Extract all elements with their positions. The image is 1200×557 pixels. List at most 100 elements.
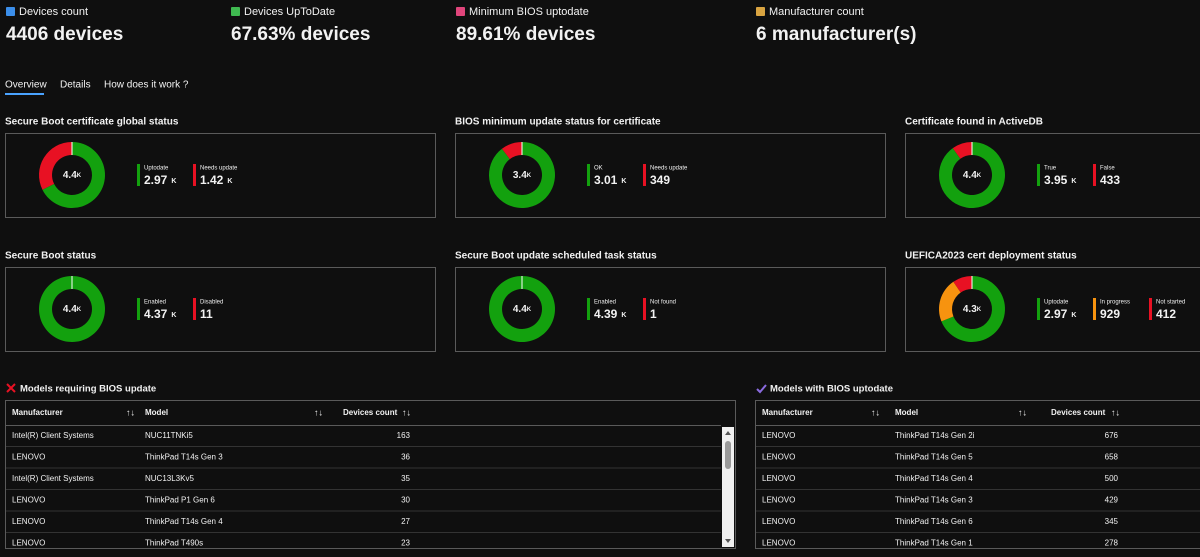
legend-value: 4.37 K [144,307,176,321]
card-title: Secure Boot certificate global status [5,117,179,128]
legend-name: Needs update [650,166,688,172]
card-frame [455,133,886,218]
kpi-value: 4406 devices [6,24,123,45]
donut-center-value: 4.4 [963,170,977,181]
legend-value-number: 929 [1100,307,1120,321]
tab[interactable]: Details [60,80,91,91]
kpi-value: 67.63% devices [231,24,370,45]
legend-value-unit: K [1071,312,1076,319]
card-title: BIOS minimum update status for certifica… [455,117,661,128]
legend-value-number: 349 [650,173,670,187]
kpi-title: Devices count [19,6,88,18]
legend-bar [1093,164,1096,186]
tab[interactable]: How does it work ? [104,80,189,91]
cell-model: ThinkPad T14s Gen 4 [145,517,223,526]
legend-bar [193,298,196,320]
legend-bar [1149,298,1152,320]
legend-value: 412 [1156,307,1176,321]
legend-bar [137,164,140,186]
kpi-title: Manufacturer count [769,6,864,18]
donut-center-value: 3.4 [513,170,527,181]
cell-count: 36 [401,453,410,462]
legend-value-number: 4.37 [144,307,168,321]
cell-count: 345 [1105,517,1119,526]
donut-center: 4.4K [963,170,982,181]
legend-name: Disabled [200,300,223,306]
legend-name: Enabled [594,300,616,306]
cell-model: NUC13L3Kv5 [145,474,194,483]
card-title: Certificate found in ActiveDB [905,117,1043,128]
scroll-down[interactable] [725,539,731,543]
donut-segment [941,276,1006,342]
legend-value-number: 11 [200,307,213,321]
kpi-icon [231,7,240,16]
sort-icon[interactable]: ↑↓ [1111,407,1120,417]
legend-value-number: 1 [650,307,657,321]
cell-model: NUC11TNKi5 [145,431,193,440]
legend-bar [643,298,646,320]
sort-icon[interactable]: ↑↓ [126,407,135,417]
cell-model: ThinkPad P1 Gen 6 [145,496,215,505]
column-header[interactable]: Devices count [343,408,398,417]
legend-value: 3.01 K [594,173,626,187]
column-header[interactable]: Model [145,408,168,417]
legend-bar [643,164,646,186]
kpi-value: 89.61% devices [456,24,595,45]
donut-center-unit: K [527,173,532,179]
scroll-up[interactable] [725,431,731,435]
column-header[interactable]: Manufacturer [12,408,63,417]
donut-center-unit: K [77,307,82,313]
cell-manufacturer: LENOVO [762,496,795,505]
donut-center: 4.4K [63,304,82,315]
legend-value: 929 [1100,307,1120,321]
cell-manufacturer: LENOVO [762,453,795,462]
donut-segment [939,281,961,322]
cell-count: 500 [1105,474,1119,483]
legend-name: True [1044,166,1057,172]
legend-value-number: 433 [1100,173,1120,187]
card-frame [455,267,886,352]
tab[interactable]: Overview [5,80,47,91]
legend-bar [137,298,140,320]
cell-manufacturer: LENOVO [12,496,45,505]
kpi-icon [6,7,15,16]
cell-count: 429 [1105,496,1119,505]
donut-center-unit: K [977,307,982,313]
sort-icon[interactable]: ↑↓ [402,407,411,417]
legend-name: In progress [1100,300,1130,306]
sort-icon[interactable]: ↑↓ [314,407,323,417]
sort-icon[interactable]: ↑↓ [871,407,880,417]
kpi-icon [756,7,765,16]
legend-value-number: 2.97 [144,173,168,187]
title-icon-cross [6,383,16,393]
cell-count: 27 [401,517,410,526]
legend-name: Not found [650,300,676,306]
legend-value: 1.42 K [200,173,232,187]
legend-name: OK [594,166,603,172]
donut-center: 4.3K [963,304,982,315]
kpi-icon [456,7,465,16]
donut-segment [938,142,1005,208]
cell-manufacturer: LENOVO [762,517,795,526]
donut-center-value: 4.4 [63,170,77,181]
cell-manufacturer: LENOVO [12,539,45,548]
sort-icon[interactable]: ↑↓ [1018,407,1027,417]
legend-value: 2.97 K [1044,307,1076,321]
cell-model: ThinkPad T14s Gen 2i [895,431,975,440]
legend-value-unit: K [1071,178,1076,185]
cell-count: 658 [1105,453,1119,462]
legend-value-number: 1.42 [200,173,224,187]
cell-manufacturer: Intel(R) Client Systems [12,431,94,440]
cell-count: 30 [401,496,410,505]
table-frame [755,400,1200,549]
cell-model: ThinkPad T14s Gen 4 [895,474,973,483]
column-header[interactable]: Devices count [1051,408,1106,417]
column-header[interactable]: Model [895,408,918,417]
donut-segment [38,142,72,190]
scrollbar-thumb[interactable] [725,441,731,469]
kpi-value: 6 manufacturer(s) [756,24,917,45]
donut-segment [42,142,106,208]
column-header[interactable]: Manufacturer [762,408,813,417]
legend-value: 3.95 K [1044,173,1076,187]
